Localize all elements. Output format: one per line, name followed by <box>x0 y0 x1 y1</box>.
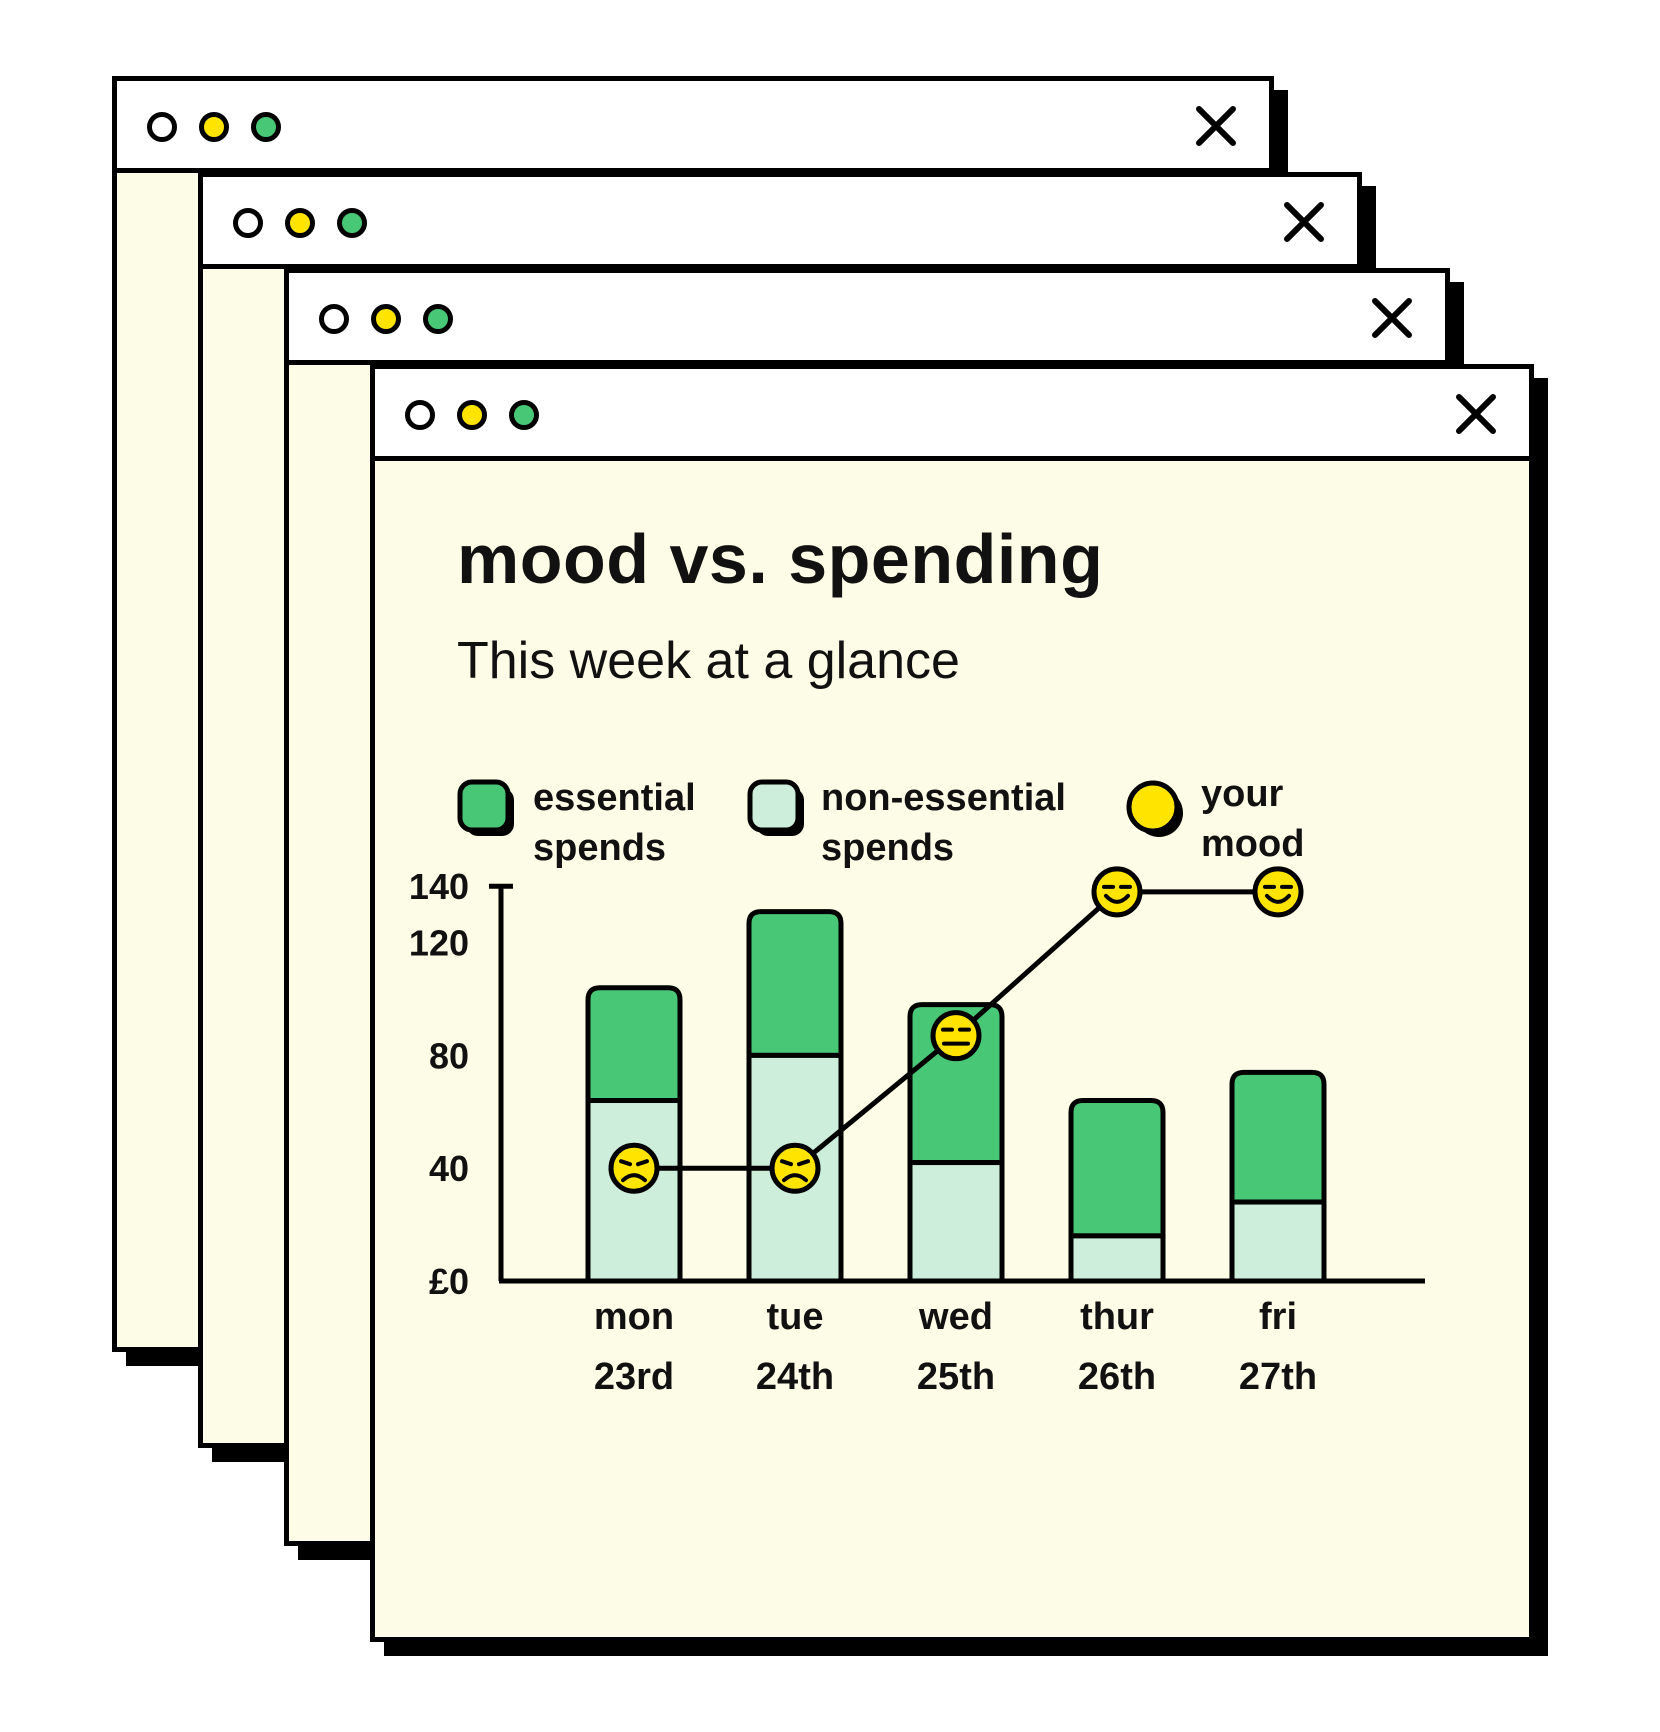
mood-mouth <box>782 1173 808 1183</box>
essential-swatch-icon <box>457 779 514 836</box>
y-tick-label: 140 <box>409 866 469 907</box>
mood-eyes <box>780 1159 810 1167</box>
y-tick-label: 40 <box>429 1148 469 1189</box>
bar-group-tue <box>746 909 844 1284</box>
mood-swatch-icon <box>1126 780 1183 837</box>
mood-mouth <box>621 1173 647 1183</box>
close-icon[interactable] <box>1281 199 1327 245</box>
bar-non-essential-thur <box>1068 1233 1166 1284</box>
bar-essential-fri <box>1229 1069 1327 1205</box>
y-tick-label: 120 <box>409 923 469 964</box>
yellow-dot-icon[interactable] <box>199 112 229 142</box>
x-tick-date-fri: 27th <box>1239 1356 1317 1398</box>
bar-essential-tue <box>746 909 844 1058</box>
mood-point <box>608 1142 660 1194</box>
window-front: mood vs. spending This week at a glance … <box>370 364 1534 1642</box>
mood-point <box>769 1142 821 1194</box>
white-dot-icon[interactable] <box>147 112 177 142</box>
bar-group-mon <box>585 985 683 1284</box>
mood-face-happy-icon <box>1252 866 1304 918</box>
x-tick-date-mon: 23rd <box>594 1356 674 1398</box>
bar-group-fri <box>1229 1069 1327 1284</box>
x-tick-day-fri: fri <box>1259 1296 1297 1338</box>
green-dot-icon[interactable] <box>423 304 453 334</box>
x-tick-day-wed: wed <box>918 1296 993 1338</box>
bar-group-thur <box>1068 1098 1166 1284</box>
x-tick-day-thur: thur <box>1080 1296 1154 1338</box>
legend-mood-line2: mood <box>1201 823 1305 865</box>
chart-title: mood vs. spending <box>457 520 1104 598</box>
mood-mouth <box>1104 893 1130 904</box>
mood-point <box>1091 866 1143 918</box>
close-icon[interactable] <box>1453 391 1499 437</box>
window-titlebar <box>289 273 1445 365</box>
close-icon[interactable] <box>1369 295 1415 341</box>
white-dot-icon[interactable] <box>319 304 349 334</box>
mood-face-sad-icon <box>608 1142 660 1194</box>
x-tick-date-wed: 25th <box>917 1356 995 1398</box>
mood-face-sad-icon <box>769 1142 821 1194</box>
window-titlebar <box>203 177 1357 269</box>
y-tick-label: 80 <box>429 1035 469 1076</box>
mood-face-happy-icon <box>1091 866 1143 918</box>
bar-essential-thur <box>1068 1098 1166 1239</box>
x-tick-day-mon: mon <box>594 1296 674 1338</box>
green-dot-icon[interactable] <box>251 112 281 142</box>
x-tick-date-thur: 26th <box>1078 1356 1156 1398</box>
close-icon[interactable] <box>1193 103 1239 149</box>
legend-essential-line2: spends <box>533 827 667 869</box>
x-tick-date-tue: 24th <box>756 1356 834 1398</box>
x-tick-day-tue: tue <box>767 1296 824 1338</box>
legend-non-essential-line2: spends <box>821 827 955 869</box>
green-dot-icon[interactable] <box>337 208 367 238</box>
white-dot-icon[interactable] <box>233 208 263 238</box>
yellow-dot-icon[interactable] <box>371 304 401 334</box>
legend-mood-line1: your <box>1201 773 1284 815</box>
mood-point <box>930 1010 982 1062</box>
yellow-dot-icon[interactable] <box>285 208 315 238</box>
mood-face-neutral-icon <box>930 1010 982 1062</box>
yellow-dot-icon[interactable] <box>457 400 487 430</box>
white-dot-icon[interactable] <box>405 400 435 430</box>
bar-non-essential-fri <box>1229 1199 1327 1284</box>
bar-essential-mon <box>585 985 683 1104</box>
mood-eyes <box>619 1159 649 1167</box>
bar-non-essential-wed <box>907 1160 1005 1284</box>
chart-subtitle: This week at a glance <box>457 632 960 690</box>
mood-spending-chart: mon 23rd tue 24th wed 25th thur 26th fri 27th £0 40… <box>409 866 1425 1398</box>
window-titlebar <box>375 369 1529 461</box>
y-tick-label: £0 <box>429 1261 469 1302</box>
window-titlebar <box>117 81 1269 173</box>
mood-point <box>1252 866 1304 918</box>
legend-non-essential-line1: non-essential <box>821 777 1066 819</box>
legend-essential-line1: essential <box>533 777 696 819</box>
green-dot-icon[interactable] <box>509 400 539 430</box>
non-essential-swatch-icon <box>747 779 804 836</box>
mood-mouth <box>1265 893 1291 904</box>
